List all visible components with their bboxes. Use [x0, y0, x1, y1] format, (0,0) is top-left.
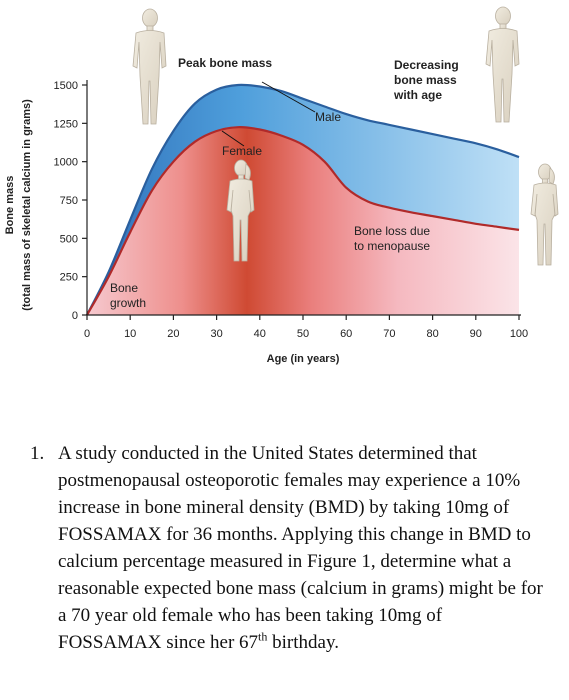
y-tick-label: 750 [60, 195, 78, 207]
x-tick-labels: 0 10 20 30 40 50 60 70 80 90 100 [84, 328, 528, 340]
male-adult-figure-icon [132, 8, 167, 125]
question-ending: birthday. [267, 632, 339, 653]
y-tick-label: 1500 [54, 80, 78, 92]
female-label: Female [222, 144, 262, 158]
y-tick-label: 500 [60, 233, 78, 245]
x-axis-label: Age (in years) [267, 353, 340, 365]
x-tick-label: 20 [167, 328, 179, 340]
male-label: Male [315, 110, 341, 124]
x-tick-label: 10 [124, 328, 136, 340]
decreasing-label-2: bone mass [394, 73, 457, 87]
bone-mass-chart: 0 250 500 750 1000 1250 1500 0 10 20 30 40 50 60 70 80… [4, 6, 559, 365]
male-line [86, 83, 520, 316]
y-tick-labels: 0 250 500 750 1000 1250 1500 [54, 80, 78, 322]
x-tick-label: 100 [510, 328, 528, 340]
question-text: A study conducted in the United States d… [58, 440, 550, 656]
bone-growth-label-1: Bone [110, 281, 138, 295]
female-adult-figure-icon [226, 159, 255, 262]
question-main-text: A study conducted in the United States d… [58, 443, 543, 653]
decreasing-label-3: with age [393, 88, 442, 102]
x-tick-label: 0 [84, 328, 90, 340]
bone-growth-label-2: growth [110, 296, 146, 310]
y-axis-label-line2: (total mass of skeletal calcium in grams… [21, 99, 33, 311]
x-tick-label: 40 [254, 328, 266, 340]
question-superscript: th [258, 629, 268, 644]
x-tick-label: 50 [297, 328, 309, 340]
y-tick-label: 0 [72, 310, 78, 322]
question-number: 1. [30, 443, 45, 464]
decreasing-label-1: Decreasing [394, 58, 459, 72]
y-tick-label: 1250 [54, 118, 78, 130]
elderly-female-figure-icon [530, 163, 559, 266]
question-block: 1. A study conducted in the United State… [30, 440, 550, 656]
elderly-male-figure-icon [485, 6, 520, 123]
peak-bone-mass-label: Peak bone mass [178, 56, 272, 70]
y-axis-label-line1: Bone mass [4, 176, 16, 235]
female-leader-line [221, 130, 245, 147]
y-tick-label: 250 [60, 272, 78, 284]
x-tick-label: 90 [470, 328, 482, 340]
male-leader-line [261, 81, 316, 113]
x-tick-label: 70 [383, 328, 395, 340]
y-tick-label: 1000 [54, 157, 78, 169]
female-line [86, 126, 520, 316]
x-tick-label: 80 [426, 328, 438, 340]
bone-loss-label-2: to menopause [354, 239, 430, 253]
bone-loss-label-1: Bone loss due [354, 224, 430, 238]
axes [82, 80, 521, 320]
female-area [87, 127, 519, 316]
x-tick-label: 30 [210, 328, 222, 340]
x-tick-label: 60 [340, 328, 352, 340]
